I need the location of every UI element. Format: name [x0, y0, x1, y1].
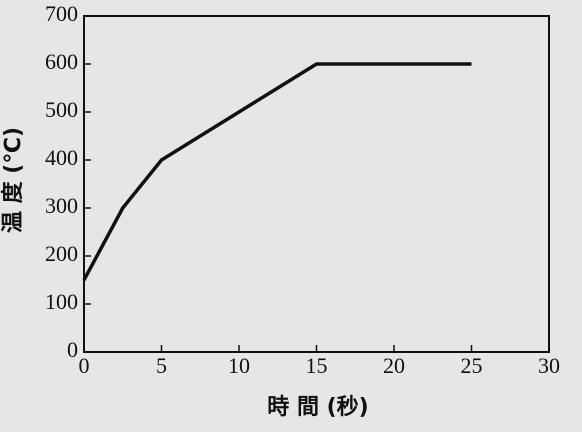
y-tick-label: 400: [45, 145, 78, 170]
y-tick-label: 100: [45, 289, 78, 314]
plot-frame: [83, 15, 550, 353]
x-tick-label: 30: [538, 353, 560, 378]
x-axis-title: 時 間 (秒): [267, 395, 368, 420]
y-tick-label: 500: [45, 97, 78, 122]
x-tick-label: 5: [156, 353, 167, 378]
y-axis-title: 温 度 (℃): [0, 127, 26, 233]
x-tick-label: 10: [228, 353, 250, 378]
y-tick-label: 700: [45, 1, 78, 26]
x-tick-label: 0: [79, 353, 90, 378]
x-tick-label: 15: [306, 353, 328, 378]
data-line: [82, 62, 472, 281]
y-tick-label: 300: [45, 193, 78, 218]
y-tick-label: 200: [45, 241, 78, 266]
y-tick-label: 600: [45, 49, 78, 74]
x-tick-label: 25: [461, 353, 483, 378]
x-tick-label: 20: [383, 353, 405, 378]
y-tick-label: 0: [67, 337, 78, 362]
